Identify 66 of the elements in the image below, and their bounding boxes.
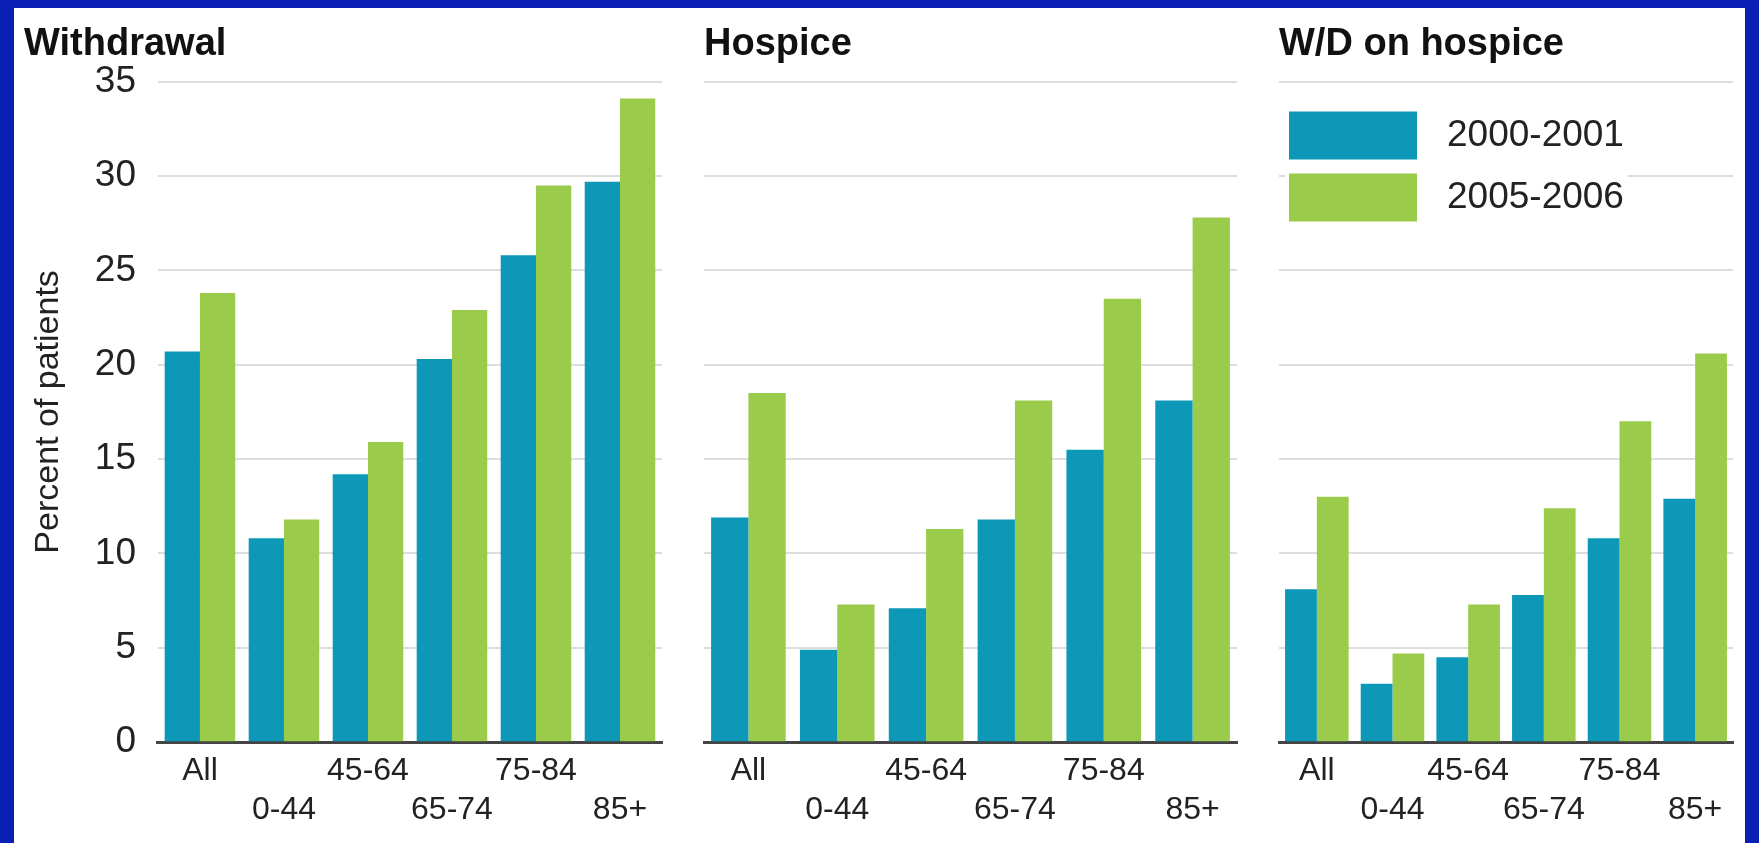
bar bbox=[1285, 589, 1317, 742]
x-tick-label: 0-44 bbox=[1360, 789, 1425, 826]
x-tick-label: 75-84 bbox=[1578, 751, 1661, 788]
x-tick-label: 65-74 bbox=[973, 789, 1056, 826]
bar bbox=[711, 517, 749, 742]
bar bbox=[620, 98, 656, 742]
chart-title: W/D on hospice bbox=[1279, 21, 1564, 64]
bar bbox=[535, 185, 572, 742]
bar bbox=[1619, 421, 1652, 742]
bar bbox=[164, 351, 200, 742]
bar bbox=[1360, 683, 1393, 742]
y-tick-label: 15 bbox=[94, 436, 136, 478]
y-tick-label: 30 bbox=[94, 153, 136, 195]
x-tick-label: 85+ bbox=[1668, 789, 1723, 826]
bar bbox=[1543, 508, 1576, 742]
bar bbox=[283, 519, 320, 742]
x-tick-label: 65-74 bbox=[411, 789, 493, 826]
bar bbox=[1192, 217, 1230, 742]
bar bbox=[1468, 604, 1500, 742]
bar bbox=[416, 359, 452, 742]
x-tick-label: 0-44 bbox=[251, 789, 316, 826]
x-tick-label: 0-44 bbox=[805, 789, 870, 826]
x-tick-label: All bbox=[182, 751, 218, 788]
y-axis-title: Percent of patients bbox=[26, 270, 65, 554]
bar bbox=[1663, 498, 1696, 742]
bar bbox=[451, 309, 488, 742]
bar bbox=[1392, 653, 1425, 742]
chart-title: Hospice bbox=[704, 21, 852, 64]
bar bbox=[888, 608, 927, 742]
bar bbox=[748, 393, 786, 742]
x-tick-label: 45-64 bbox=[1427, 751, 1510, 788]
bar bbox=[1014, 400, 1053, 742]
bar bbox=[248, 538, 284, 742]
bar bbox=[1695, 353, 1727, 742]
y-tick-label: 20 bbox=[94, 341, 136, 383]
bar bbox=[1316, 496, 1349, 742]
bar bbox=[1155, 400, 1193, 742]
y-tick-label: 25 bbox=[94, 247, 136, 289]
bar bbox=[500, 255, 536, 742]
legend-label: 2005-2006 bbox=[1447, 174, 1624, 216]
bar bbox=[584, 181, 620, 742]
bar bbox=[199, 292, 236, 742]
x-tick-label: 85+ bbox=[1165, 789, 1220, 826]
bar bbox=[1587, 538, 1620, 742]
y-tick-label: 10 bbox=[94, 530, 136, 572]
bar bbox=[332, 474, 368, 742]
bar bbox=[977, 519, 1015, 742]
bar bbox=[837, 604, 875, 742]
y-tick-label: 5 bbox=[115, 625, 136, 667]
bar bbox=[926, 528, 964, 742]
bar bbox=[367, 442, 404, 742]
bar bbox=[799, 649, 838, 742]
bar bbox=[1103, 298, 1142, 742]
legend-label: 2000-2001 bbox=[1447, 112, 1624, 154]
x-tick-label: All bbox=[730, 751, 767, 788]
bar bbox=[1066, 449, 1104, 742]
x-tick-label: All bbox=[1299, 751, 1335, 788]
bar bbox=[1512, 594, 1544, 742]
bar bbox=[1436, 657, 1469, 742]
x-tick-label: 65-74 bbox=[1502, 789, 1585, 826]
x-tick-label: 45-64 bbox=[327, 751, 409, 788]
x-tick-label: 75-84 bbox=[495, 751, 577, 788]
x-tick-label: 85+ bbox=[592, 789, 648, 826]
x-tick-label: 75-84 bbox=[1062, 751, 1145, 788]
y-tick-label: 0 bbox=[115, 719, 136, 761]
x-tick-label: 45-64 bbox=[885, 751, 968, 788]
